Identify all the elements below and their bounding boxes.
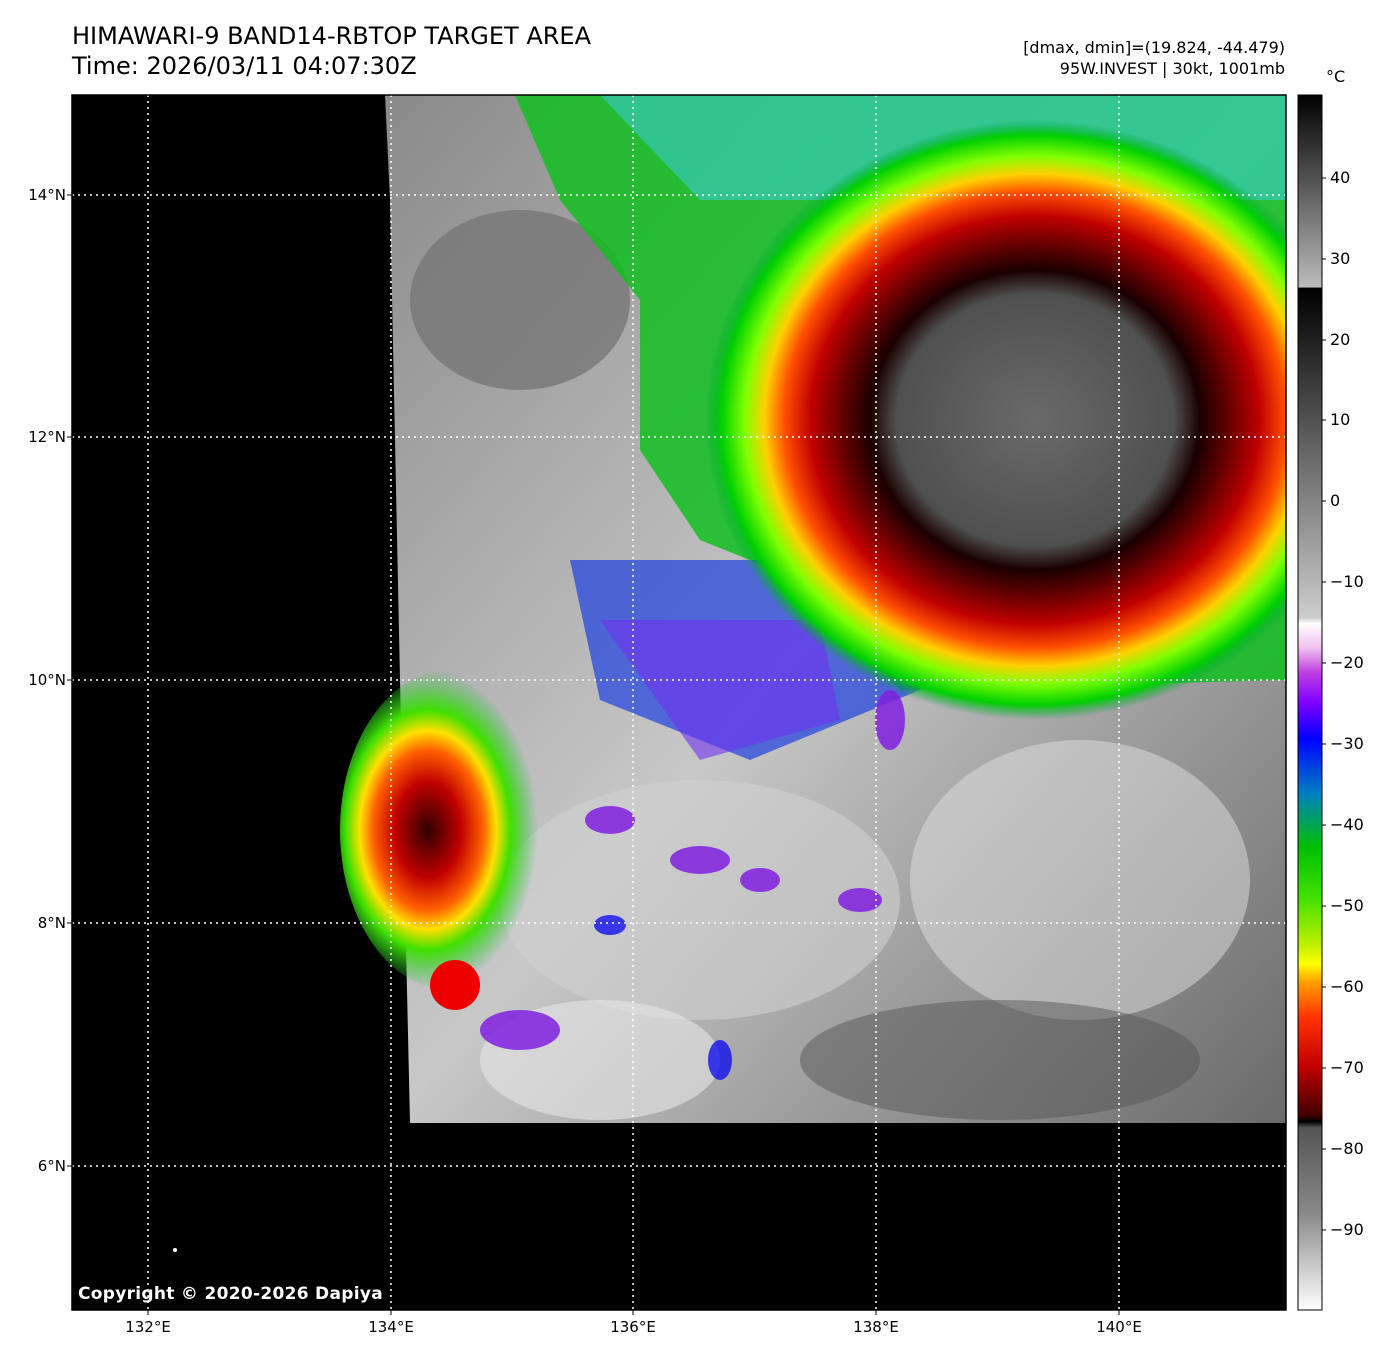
- lat-label-12n: 12°N: [28, 428, 66, 446]
- colorbar-unit: °C: [1326, 67, 1346, 86]
- colorbar-label: 0: [1330, 491, 1341, 510]
- colorbar-label: −90: [1330, 1220, 1364, 1239]
- colorbar: [1297, 94, 1323, 1311]
- storm-cloud-top: [705, 120, 1286, 720]
- lat-label-14n: 14°N: [28, 186, 66, 204]
- colorbar-label: −50: [1330, 896, 1364, 915]
- storm-info: 95W.INVEST | 30kt, 1001mb: [1059, 59, 1285, 78]
- lat-label-10n: 10°N: [28, 671, 66, 689]
- colorbar-label: 10: [1330, 410, 1351, 429]
- lon-label-136e: 136°E: [610, 1318, 656, 1336]
- colorbar-label: −20: [1330, 653, 1364, 672]
- colorbar-label: −40: [1330, 815, 1364, 834]
- lat-label-8n: 8°N: [37, 914, 66, 932]
- west-convective-cell: [340, 670, 560, 990]
- lon-label-132e: 132°E: [125, 1318, 171, 1336]
- lon-label-138e: 138°E: [853, 1318, 899, 1336]
- graticule: [72, 95, 1286, 1310]
- image-timestamp: Time: 2026/03/11 04:07:30Z: [72, 52, 417, 80]
- colorbar-label: −70: [1330, 1058, 1364, 1077]
- lon-label-134e: 134°E: [368, 1318, 414, 1336]
- lat-label-6n: 6°N: [37, 1157, 66, 1175]
- colorbar-label: −80: [1330, 1139, 1364, 1158]
- colorbar-label: 20: [1330, 330, 1351, 349]
- colorbar-label: 30: [1330, 249, 1351, 268]
- copyright-notice: Copyright © 2020-2026 Dapiya: [78, 1284, 383, 1304]
- colorbar-label: −10: [1330, 572, 1364, 591]
- lon-label-140e: 140°E: [1096, 1318, 1142, 1336]
- colorbar-label: −60: [1330, 977, 1364, 996]
- colorbar-label: 40: [1330, 168, 1351, 187]
- dmax-dmin-readout: [dmax, dmin]=(19.824, -44.479): [1023, 38, 1285, 57]
- image-title: HIMAWARI-9 BAND14-RBTOP TARGET AREA: [72, 22, 592, 50]
- colorbar-label: −30: [1330, 734, 1364, 753]
